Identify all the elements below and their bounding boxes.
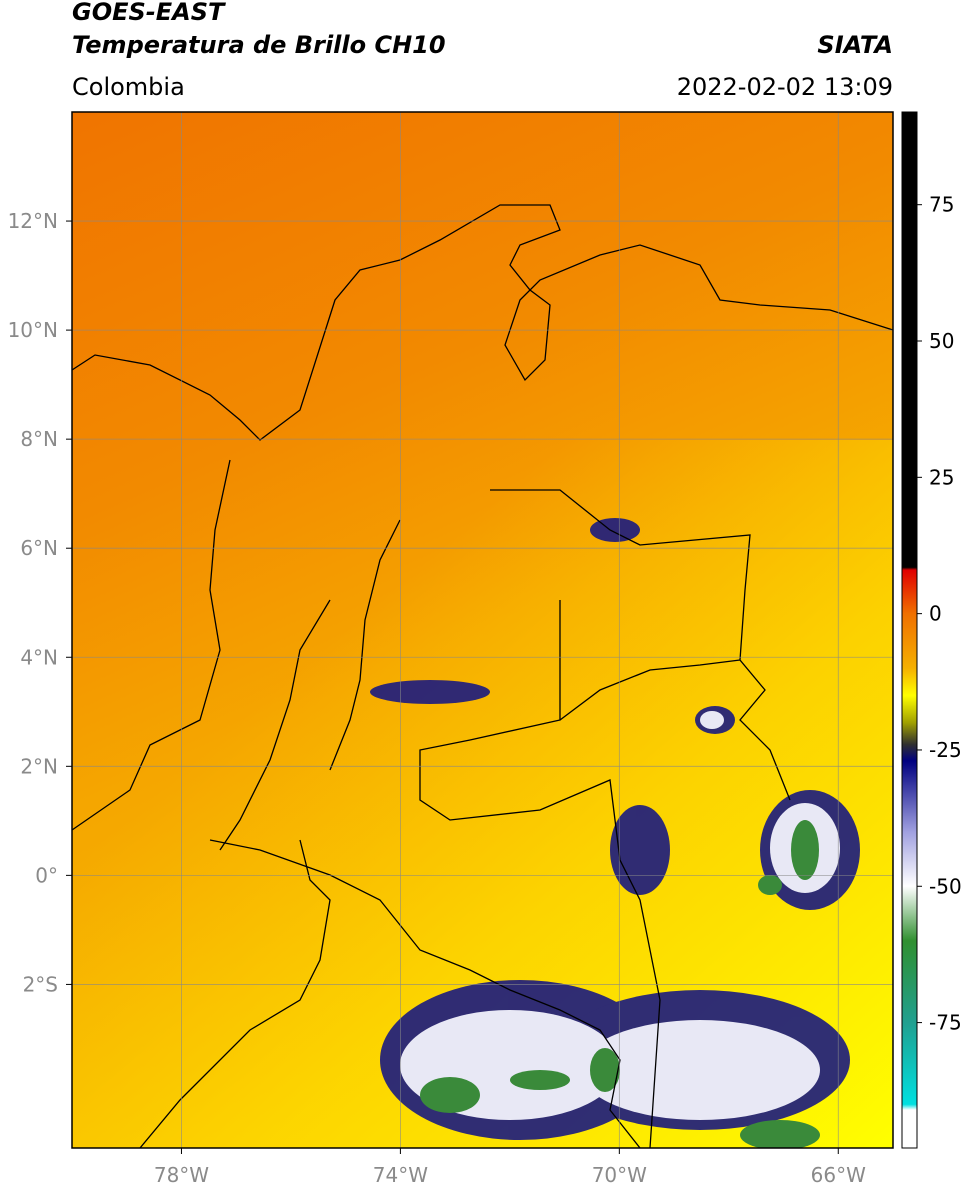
- colorbar-label: -75: [929, 1011, 962, 1035]
- lat-label: 10°N: [8, 318, 58, 342]
- grid: [72, 112, 893, 1148]
- satellite-image: [72, 112, 893, 1148]
- colorbar-label: 25: [929, 465, 954, 489]
- lon-label: 74°W: [373, 1163, 428, 1187]
- lat-label: 12°N: [8, 209, 58, 233]
- colorbar-label: 50: [929, 329, 954, 353]
- lat-label: 4°N: [20, 645, 58, 669]
- colorbar-label: -50: [929, 874, 962, 898]
- lon-label: 78°W: [154, 1163, 209, 1187]
- agency: SIATA: [817, 31, 893, 59]
- lat-label: 0°: [35, 863, 58, 887]
- colorbar-label: -25: [929, 738, 962, 762]
- lat-label: 6°N: [20, 536, 58, 560]
- colorbar-label: 0: [929, 602, 942, 626]
- timestamp: 2022-02-02 13:09: [677, 73, 893, 101]
- region: Colombia: [72, 73, 185, 101]
- colorbar-label: 75: [929, 193, 954, 217]
- colorbar: [901, 111, 918, 1149]
- lat-label: 2°N: [20, 754, 58, 778]
- map-frame: [71, 111, 894, 1149]
- lat-label: 8°N: [20, 427, 58, 451]
- lon-label: 66°W: [811, 1163, 866, 1187]
- lon-label: 70°W: [592, 1163, 647, 1187]
- lat-label: 2°S: [23, 972, 58, 996]
- title-line1: GOES-EAST: [72, 0, 226, 26]
- title-line2: Temperatura de Brillo CH10: [72, 31, 446, 59]
